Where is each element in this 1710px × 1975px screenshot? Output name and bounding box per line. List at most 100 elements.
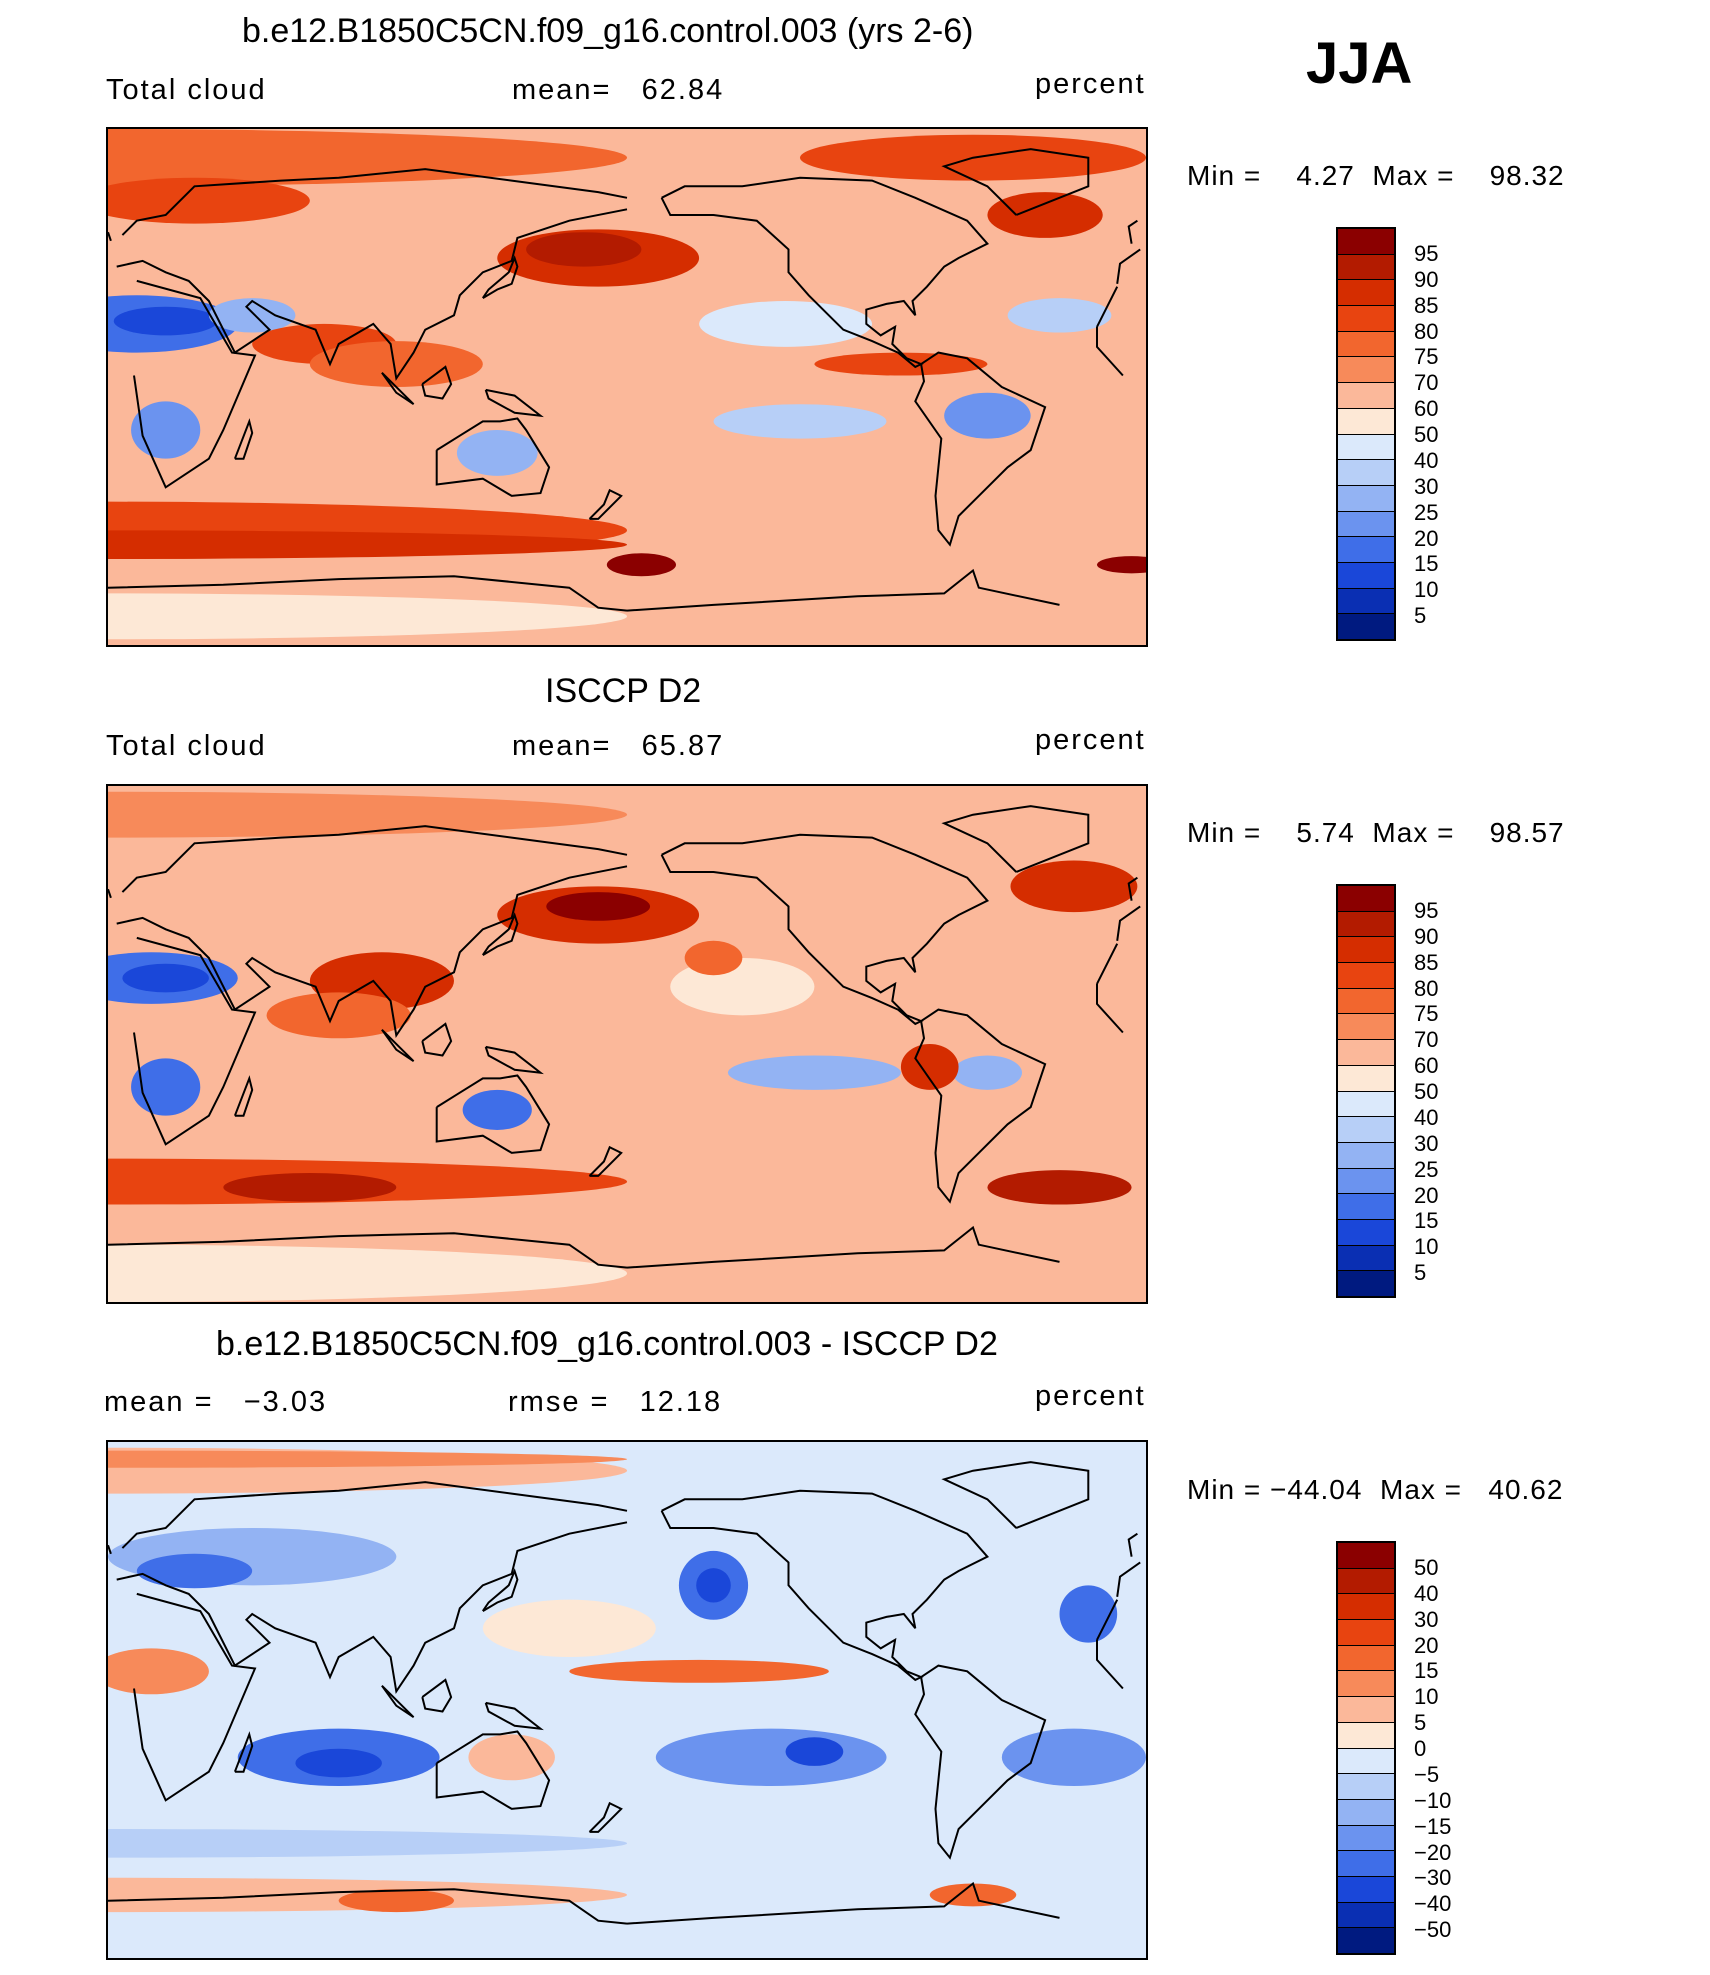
colorbar-label: 50 (1414, 1554, 1439, 1580)
colorbar-box (1338, 1697, 1394, 1723)
panel-3-mean-label: mean = −3.03 (104, 1386, 328, 1418)
colorbar-box (1338, 1040, 1394, 1066)
coastline (108, 1225, 1060, 1269)
colorbar-box (1338, 1645, 1394, 1672)
cloud-field-patch (208, 298, 296, 333)
colorbar-label: 90 (1414, 923, 1439, 949)
coastline (421, 365, 453, 400)
coastline (481, 255, 519, 299)
cloud-field-patch (546, 892, 651, 921)
coastline (133, 1592, 1124, 1802)
colorbar-label: 95 (1414, 897, 1439, 923)
colorbar-label: −15 (1414, 1813, 1452, 1839)
colorbar-box (1338, 460, 1394, 486)
colorbar-box (1338, 1671, 1394, 1698)
coastline (108, 1532, 1138, 1557)
colorbar-label: 75 (1414, 1001, 1439, 1027)
cloud-field-patch (456, 430, 538, 476)
season-label: JJA (1306, 31, 1413, 96)
cloud-field-patch (987, 192, 1103, 238)
colorbar-label: 60 (1414, 396, 1439, 422)
colorbar-label: 20 (1414, 1632, 1439, 1658)
colorbar-label: 10 (1414, 577, 1439, 603)
coastline (481, 1568, 519, 1612)
coastline (133, 279, 1124, 489)
colorbar-box (1338, 1117, 1394, 1143)
cloud-field-patch (462, 1089, 532, 1130)
colorbar-label: 40 (1414, 1104, 1439, 1130)
cloud-field-patch (987, 1170, 1132, 1205)
colorbar-box (1338, 1091, 1394, 1118)
colorbar-box (1338, 280, 1394, 307)
cloud-field-patch (113, 306, 218, 336)
colorbar-label: 50 (1414, 1079, 1439, 1104)
colorbar-box (1338, 1722, 1394, 1749)
colorbar-label: −30 (1414, 1865, 1452, 1891)
coastline (914, 351, 1047, 547)
colorbar-label: 85 (1414, 949, 1439, 975)
coastline (381, 1684, 415, 1719)
panel-3-title: b.e12.B1850C5CN.f09_g16.control.003 - IS… (216, 1325, 998, 1363)
map-background (108, 786, 1146, 1302)
cloud-field-patch (136, 1553, 253, 1589)
cloud-field-patch (696, 1568, 731, 1603)
colorbar-box (1338, 1543, 1394, 1569)
colorbar-label: 5 (1414, 1260, 1427, 1286)
coastline (121, 168, 1141, 284)
coastline (421, 1678, 453, 1713)
colorbar-label: 30 (1414, 473, 1439, 499)
cloud-field-patch (713, 404, 887, 439)
cloud-field-patch (727, 1055, 901, 1090)
cloud-field-patch (1010, 860, 1138, 913)
coastline (484, 1045, 544, 1075)
colorbar-box (1338, 1014, 1394, 1041)
cloud-field-patch (1096, 556, 1146, 574)
panel-1-variable-label: Total cloud (106, 74, 267, 106)
cloud-field-patch (929, 1883, 1017, 1907)
colorbar-box (1338, 1774, 1394, 1800)
colorbar-label: 10 (1414, 1684, 1439, 1710)
cloud-field-patch (785, 1737, 844, 1766)
cloud-field-patch (338, 1889, 454, 1913)
coastline (941, 1461, 1090, 1529)
panel-1-mean-label: mean= 62.84 (512, 74, 725, 106)
coastline (435, 417, 551, 497)
coastline (588, 1145, 623, 1177)
panel-2-mean-label: mean= 65.87 (512, 730, 725, 762)
cloud-field-patch (122, 963, 209, 993)
coastline (381, 371, 415, 406)
coastline (108, 876, 1138, 901)
colorbar-box (1338, 988, 1394, 1015)
colorbar-label: 15 (1414, 1208, 1439, 1234)
colorbar-box (1338, 254, 1394, 281)
colorbar-box (1338, 1168, 1394, 1195)
cloud-field-patch (526, 232, 642, 267)
cloud-field-patch (108, 177, 310, 224)
cloud-field-patch (295, 1748, 382, 1778)
panel-3-map (106, 1440, 1148, 1960)
coastline (914, 1008, 1047, 1204)
colorbar-label: 85 (1414, 292, 1439, 318)
cloud-field-patch (131, 401, 201, 459)
colorbar-box (1338, 1568, 1394, 1595)
coastline (660, 1489, 990, 1682)
colorbar-box (1338, 1065, 1394, 1092)
coastline (484, 1701, 544, 1731)
colorbar-label: 10 (1414, 1234, 1439, 1260)
coastline (421, 1022, 453, 1057)
colorbar-box (1338, 1271, 1394, 1296)
coastline (914, 1664, 1047, 1860)
colorbar-box (1338, 1928, 1394, 1953)
coastline (233, 1075, 254, 1117)
cloud-field-patch (814, 352, 988, 376)
colorbar-box (1338, 1594, 1394, 1621)
panel-1-title: b.e12.B1850C5CN.f09_g16.control.003 (yrs… (242, 12, 974, 50)
colorbar-label: 40 (1414, 1580, 1439, 1606)
panel-3-rmse-label: rmse = 12.18 (508, 1386, 723, 1418)
panel-2-variable-label: Total cloud (106, 730, 267, 762)
colorbar-box (1338, 1620, 1394, 1646)
cloud-field-patch (108, 1450, 627, 1468)
panel-3-colorbar (1336, 1541, 1396, 1955)
coastline (484, 388, 544, 418)
colorbar-label: −40 (1414, 1891, 1452, 1917)
